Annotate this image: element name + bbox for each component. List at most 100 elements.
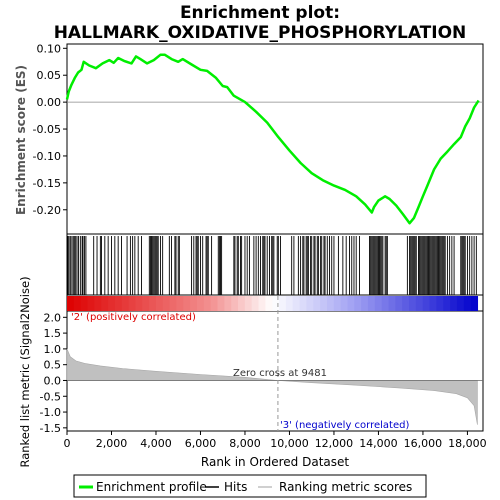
heatmap-cell [121, 296, 130, 311]
x-tick-label: 8,000 [229, 437, 261, 450]
enrichment-profile-layer [65, 53, 480, 225]
heatmap-cell [196, 296, 205, 311]
heatmap-cell [224, 296, 232, 311]
heatmap-cell [388, 296, 396, 311]
x-tick-label: 12,000 [315, 437, 354, 450]
x-tick-label: 2,000 [96, 437, 128, 450]
chart-title-line2: HALLMARK_OXIDATIVE_PHOSPHORYLATION [54, 23, 467, 43]
metric-y-tick-label: 0.5 [44, 359, 62, 372]
heatmap-cell [320, 296, 328, 311]
es-y-tick-label: -0.20 [33, 204, 61, 217]
x-axis: 0 2,000 4,000 6,000 8,000 10,000 12,000 14,000 1… [64, 431, 487, 450]
heatmap-cell [374, 296, 383, 311]
heatmap-cell [176, 296, 184, 311]
x-tick-label: 4,000 [140, 437, 172, 450]
legend-hits-label: Hits [224, 480, 247, 494]
x-tick-label: 18,000 [448, 437, 487, 450]
metric-y-tick-label: 1.0 [44, 343, 62, 356]
ranking-metric-layer [66, 296, 483, 431]
heatmap-cell [210, 296, 219, 311]
heatmap-cell [409, 296, 417, 311]
heatmap-cell [101, 296, 109, 311]
heatmap-cell [456, 296, 465, 311]
heatmap-cell [361, 296, 369, 311]
positive-correlation-label: '2' (positively correlated) [71, 312, 196, 323]
heatmap-cell [258, 296, 266, 311]
heatmap-cell [155, 296, 164, 311]
heatmap-cell [114, 296, 123, 311]
heatmap-cell [108, 296, 116, 311]
heatmap-cell [299, 296, 308, 311]
x-axis-label: Rank in Ordered Dataset [201, 455, 349, 469]
es-y-tick-label: 0.00 [37, 96, 62, 109]
heatmap-cell [443, 296, 451, 311]
es-y-tick-label: 0.05 [37, 69, 62, 82]
heatmap-cell [470, 296, 479, 311]
heatmap-cell [135, 296, 143, 311]
heatmap-cell [422, 296, 431, 311]
heatmap-cell [272, 296, 280, 311]
heatmap-cell [436, 296, 444, 311]
heatmap-cell [87, 296, 95, 311]
heatmap-cell [190, 296, 198, 311]
heatmap-cell [94, 296, 102, 311]
heatmap-cell [306, 296, 314, 311]
metric-y-axis: 2.0 1.5 1.0 0.5 0.0 -0.5 -1.0 -1.5 [40, 311, 67, 435]
heatmap-cell [73, 296, 82, 311]
heatmap-cell [395, 296, 403, 311]
x-tick-label: 10,000 [270, 437, 309, 450]
heatmap-cell [231, 296, 239, 311]
heatmap-cell [142, 296, 150, 311]
heatmap-cell [128, 296, 137, 311]
x-tick-label: 14,000 [359, 437, 398, 450]
heatmap-cell [354, 296, 362, 311]
es-y-axis: 0.10 0.05 0.00 -0.05 -0.10 -0.15 -0.20 [33, 42, 483, 217]
es-y-tick-label: 0.10 [37, 42, 62, 55]
zero-cross-label: Zero cross at 9481 [233, 368, 327, 379]
heatmap-cell [244, 296, 253, 311]
heatmap-cell [238, 296, 246, 311]
legend: Enrichment profile Hits Ranking metric s… [73, 474, 427, 498]
heatmap-cell [429, 296, 437, 311]
legend-enrichment-label: Enrichment profile [96, 480, 207, 494]
metric-y-tick-label: 0.0 [44, 374, 62, 387]
heatmap-cell [265, 296, 273, 311]
heatmap-cell [169, 296, 178, 311]
metric-y-tick-label: -1.5 [40, 422, 61, 435]
x-tick-label: 0 [64, 437, 71, 450]
heatmap-cell [285, 296, 294, 311]
chart-title-line1: Enrichment plot: [180, 3, 340, 23]
heatmap-cell [381, 296, 390, 311]
heatmap-cell [292, 296, 301, 311]
es-y-tick-label: -0.10 [33, 150, 61, 163]
legend-box [73, 474, 427, 498]
x-tick-label: 16,000 [404, 437, 443, 450]
x-tick-label: 6,000 [185, 437, 217, 450]
heatmap-cell [67, 296, 75, 311]
ranked-heatmap-layer [67, 296, 479, 311]
heatmap-cell [340, 296, 349, 311]
negative-correlation-label: '3' (negatively correlated) [280, 420, 409, 431]
heatmap-cell [183, 296, 191, 311]
heatmap-cell [326, 296, 335, 311]
heatmap-cell [203, 296, 212, 311]
heatmap-cell [313, 296, 321, 311]
heatmap-cell [162, 296, 171, 311]
metric-y-axis-label: Ranked list metric (Signal2Noise) [18, 276, 32, 467]
heatmap-cell [279, 296, 287, 311]
heatmap-cell [149, 296, 157, 311]
heatmap-cell [450, 296, 458, 311]
heatmap-cell [415, 296, 424, 311]
legend-metric-label: Ranking metric scores [279, 480, 412, 494]
heatmap-cell [333, 296, 342, 311]
metric-y-tick-label: 2.0 [44, 311, 62, 324]
heatmap-cell [367, 296, 376, 311]
metric-y-tick-label: -1.0 [40, 406, 61, 419]
metric-y-tick-label: 1.5 [44, 327, 62, 340]
es-y-tick-label: -0.05 [33, 123, 61, 136]
hits-layer [67, 236, 477, 295]
es-y-axis-label: Enrichment score (ES) [14, 65, 28, 215]
heatmap-cell [347, 296, 355, 311]
enrichment-profile-line [65, 53, 480, 225]
